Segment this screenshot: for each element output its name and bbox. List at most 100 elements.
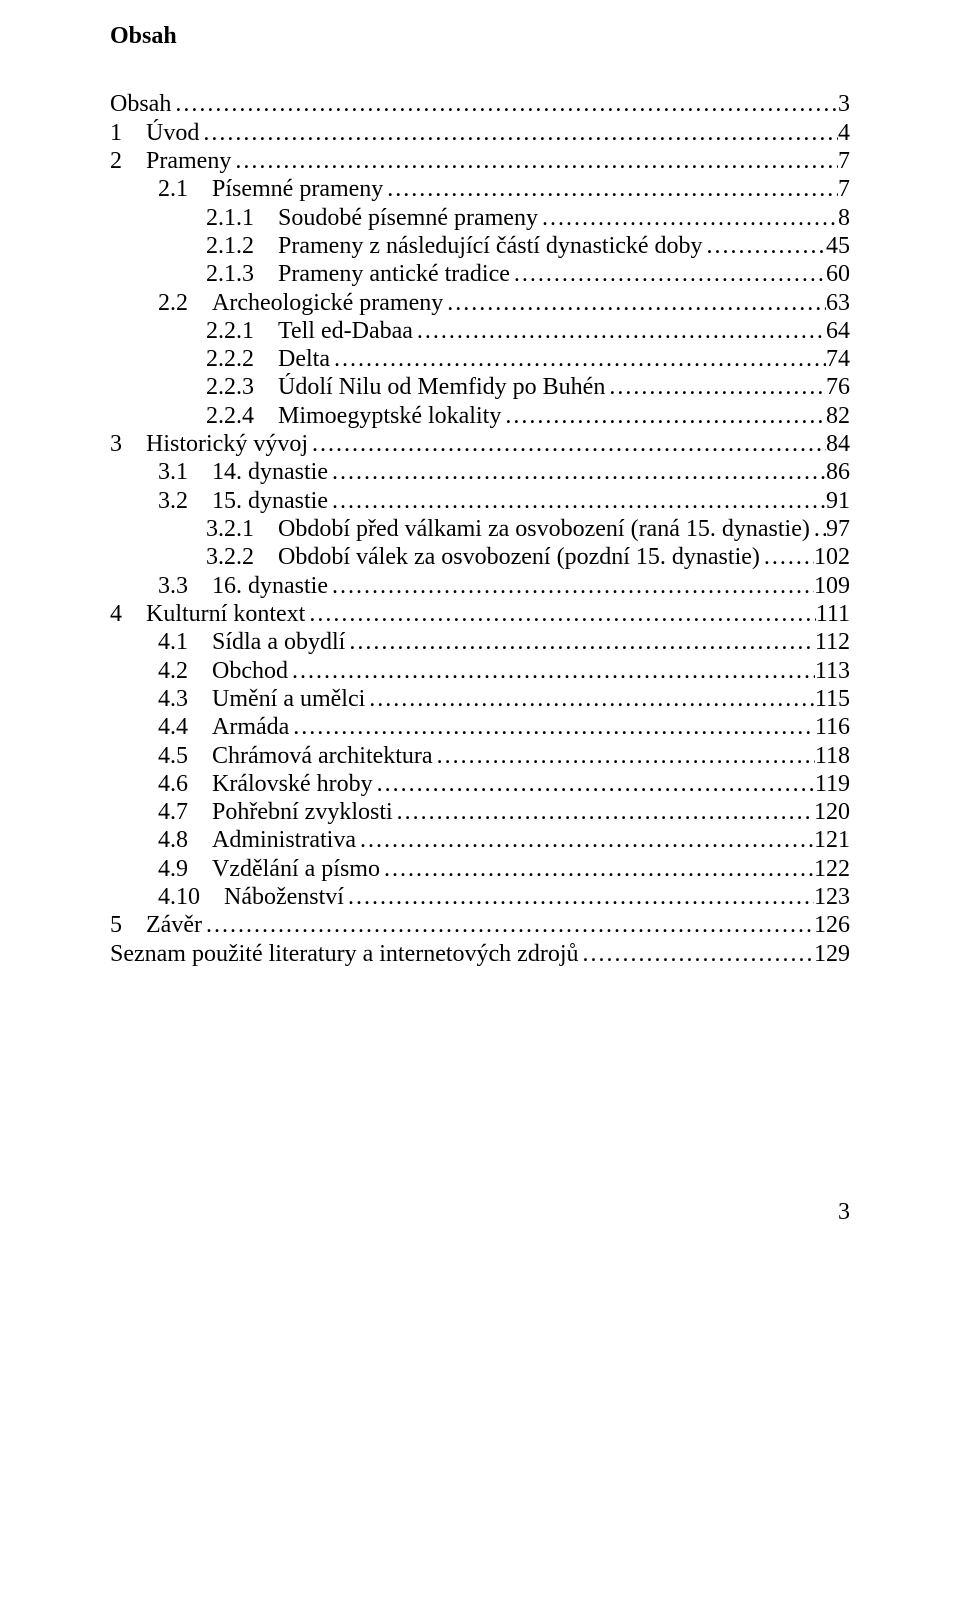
toc-entry-page: 118	[815, 742, 850, 770]
toc-entry-label: 1 Úvod	[110, 119, 199, 147]
toc-entry-label: 4.5 Chrámová architektura	[158, 742, 433, 770]
toc-leader: ........................................…	[501, 402, 826, 430]
toc-entry-page: 4	[838, 119, 850, 147]
toc-entry-page: 60	[826, 260, 850, 288]
toc-entry: 2.2.4 Mimoegyptské lokality.............…	[110, 402, 850, 430]
toc-entry-page: 111	[816, 600, 850, 628]
toc-entry-label: 2.1 Písemné prameny	[158, 175, 383, 203]
toc-leader: ........................................…	[330, 345, 826, 373]
toc-entry-label: 4.10 Náboženství	[158, 883, 344, 911]
toc-leader: ........................................…	[810, 515, 826, 543]
toc-entry-label: 3 Historický vývoj	[110, 430, 308, 458]
toc-entry-page: 8	[838, 204, 850, 232]
toc-entry: Seznam použité literatury a internetovýc…	[110, 940, 850, 968]
toc-entry-label: 4.4 Armáda	[158, 713, 289, 741]
toc-entry: 2.1.3 Prameny antické tradice...........…	[110, 260, 850, 288]
toc-leader: ........................................…	[393, 798, 814, 826]
toc-entry: 2.2.2 Delta.............................…	[110, 345, 850, 373]
toc-leader: ........................................…	[288, 657, 815, 685]
toc-entry-label: 4.3 Umění a umělci	[158, 685, 365, 713]
toc-leader: ........................................…	[760, 543, 814, 571]
toc-leader: ........................................…	[443, 289, 826, 317]
toc-entry-page: 129	[814, 940, 850, 968]
toc-entry-label: 4.9 Vzdělání a písmo	[158, 855, 380, 883]
toc-entry-page: 84	[826, 430, 850, 458]
toc-entry-label: 4.6 Královské hroby	[158, 770, 373, 798]
toc-entry-page: 64	[826, 317, 850, 345]
toc-leader: ........................................…	[538, 204, 838, 232]
toc-entry-label: 2.2 Archeologické prameny	[158, 289, 443, 317]
toc-entry-label: Seznam použité literatury a internetovýc…	[110, 940, 579, 968]
toc-leader: ........................................…	[231, 147, 838, 175]
toc-leader: ........................................…	[510, 260, 826, 288]
toc-entry: 4.1 Sídla a obydlí......................…	[110, 628, 850, 656]
toc-entry: 3.2.2 Období válek za osvobození (pozdní…	[110, 543, 850, 571]
toc-entry-label: 5 Závěr	[110, 911, 202, 939]
toc-entry-label: 4.8 Administrativa	[158, 826, 356, 854]
toc-leader: ........................................…	[413, 317, 826, 345]
toc-entry-page: 119	[815, 770, 850, 798]
toc-entry-page: 91	[826, 487, 850, 515]
toc-entry-label: 2.1.3 Prameny antické tradice	[206, 260, 510, 288]
toc-leader: ........................................…	[356, 826, 814, 854]
toc-entry-label: 2.1.1 Soudobé písemné prameny	[206, 204, 538, 232]
toc-leader: ........................................…	[373, 770, 815, 798]
toc-entry-page: 120	[814, 798, 850, 826]
toc-entry-label: 4.7 Pohřební zvyklosti	[158, 798, 393, 826]
toc-title: Obsah	[110, 22, 850, 50]
toc-leader: ........................................…	[328, 487, 826, 515]
toc-entry-page: 121	[814, 826, 850, 854]
toc-entry-label: 2.2.4 Mimoegyptské lokality	[206, 402, 501, 430]
toc-leader: ........................................…	[605, 373, 826, 401]
toc-entry-page: 7	[838, 175, 850, 203]
toc-entry-label: 2.2.2 Delta	[206, 345, 330, 373]
toc-entry-page: 45	[826, 232, 850, 260]
toc-entry-label: 4.2 Obchod	[158, 657, 288, 685]
toc-entry-label: 3.2.1 Období před válkami za osvobození …	[206, 515, 810, 543]
toc-entry-page: 102	[814, 543, 850, 571]
toc-entry-page: 123	[814, 883, 850, 911]
toc-list: Obsah...................................…	[110, 90, 850, 968]
toc-entry: 3.1 14. dynastie........................…	[110, 458, 850, 486]
toc-entry: 4.6 Královské hroby.....................…	[110, 770, 850, 798]
toc-entry-label: 3.2 15. dynastie	[158, 487, 328, 515]
toc-leader: ........................................…	[703, 232, 826, 260]
toc-entry: 2.1.1 Soudobé písemné prameny...........…	[110, 204, 850, 232]
toc-entry: 2.2.3 Údolí Nilu od Memfidy po Buhén....…	[110, 373, 850, 401]
toc-leader: ........................................…	[383, 175, 838, 203]
toc-entry-label: 3.1 14. dynastie	[158, 458, 328, 486]
toc-leader: ........................................…	[199, 119, 838, 147]
toc-entry: 4.9 Vzdělání a písmo....................…	[110, 855, 850, 883]
toc-entry: 3.2.1 Období před válkami za osvobození …	[110, 515, 850, 543]
toc-entry-page: 116	[815, 713, 850, 741]
toc-leader: ........................................…	[365, 685, 815, 713]
toc-leader: ........................................…	[328, 458, 826, 486]
toc-entry: 4.5 Chrámová architektura...............…	[110, 742, 850, 770]
toc-entry: 2.1.2 Prameny z následující částí dynast…	[110, 232, 850, 260]
toc-entry: 2.2.1 Tell ed-Dabaa.....................…	[110, 317, 850, 345]
toc-entry-page: 74	[826, 345, 850, 373]
toc-entry: 3.2 15. dynastie........................…	[110, 487, 850, 515]
toc-entry: 4 Kulturní kontext......................…	[110, 600, 850, 628]
toc-entry: 3.3 16. dynastie........................…	[110, 572, 850, 600]
toc-entry-label: 3.3 16. dynastie	[158, 572, 328, 600]
toc-leader: ........................................…	[433, 742, 815, 770]
toc-entry-page: 112	[815, 628, 850, 656]
toc-entry: 4.3 Umění a umělci......................…	[110, 685, 850, 713]
page-number: 3	[110, 1198, 850, 1226]
toc-leader: ........................................…	[579, 940, 815, 968]
toc-entry: 4.7 Pohřební zvyklosti..................…	[110, 798, 850, 826]
toc-entry-label: 4.1 Sídla a obydlí	[158, 628, 345, 656]
toc-leader: ........................................…	[345, 628, 815, 656]
toc-entry: 4.2 Obchod..............................…	[110, 657, 850, 685]
toc-leader: ........................................…	[171, 90, 838, 118]
toc-entry-label: 2.2.3 Údolí Nilu od Memfidy po Buhén	[206, 373, 605, 401]
toc-entry: 3 Historický vývoj......................…	[110, 430, 850, 458]
toc-entry: 4.4 Armáda..............................…	[110, 713, 850, 741]
toc-entry-label: Obsah	[110, 90, 171, 118]
toc-entry-page: 109	[814, 572, 850, 600]
toc-entry: 4.8 Administrativa......................…	[110, 826, 850, 854]
toc-leader: ........................................…	[289, 713, 815, 741]
toc-leader: ........................................…	[344, 883, 814, 911]
toc-leader: ........................................…	[308, 430, 826, 458]
